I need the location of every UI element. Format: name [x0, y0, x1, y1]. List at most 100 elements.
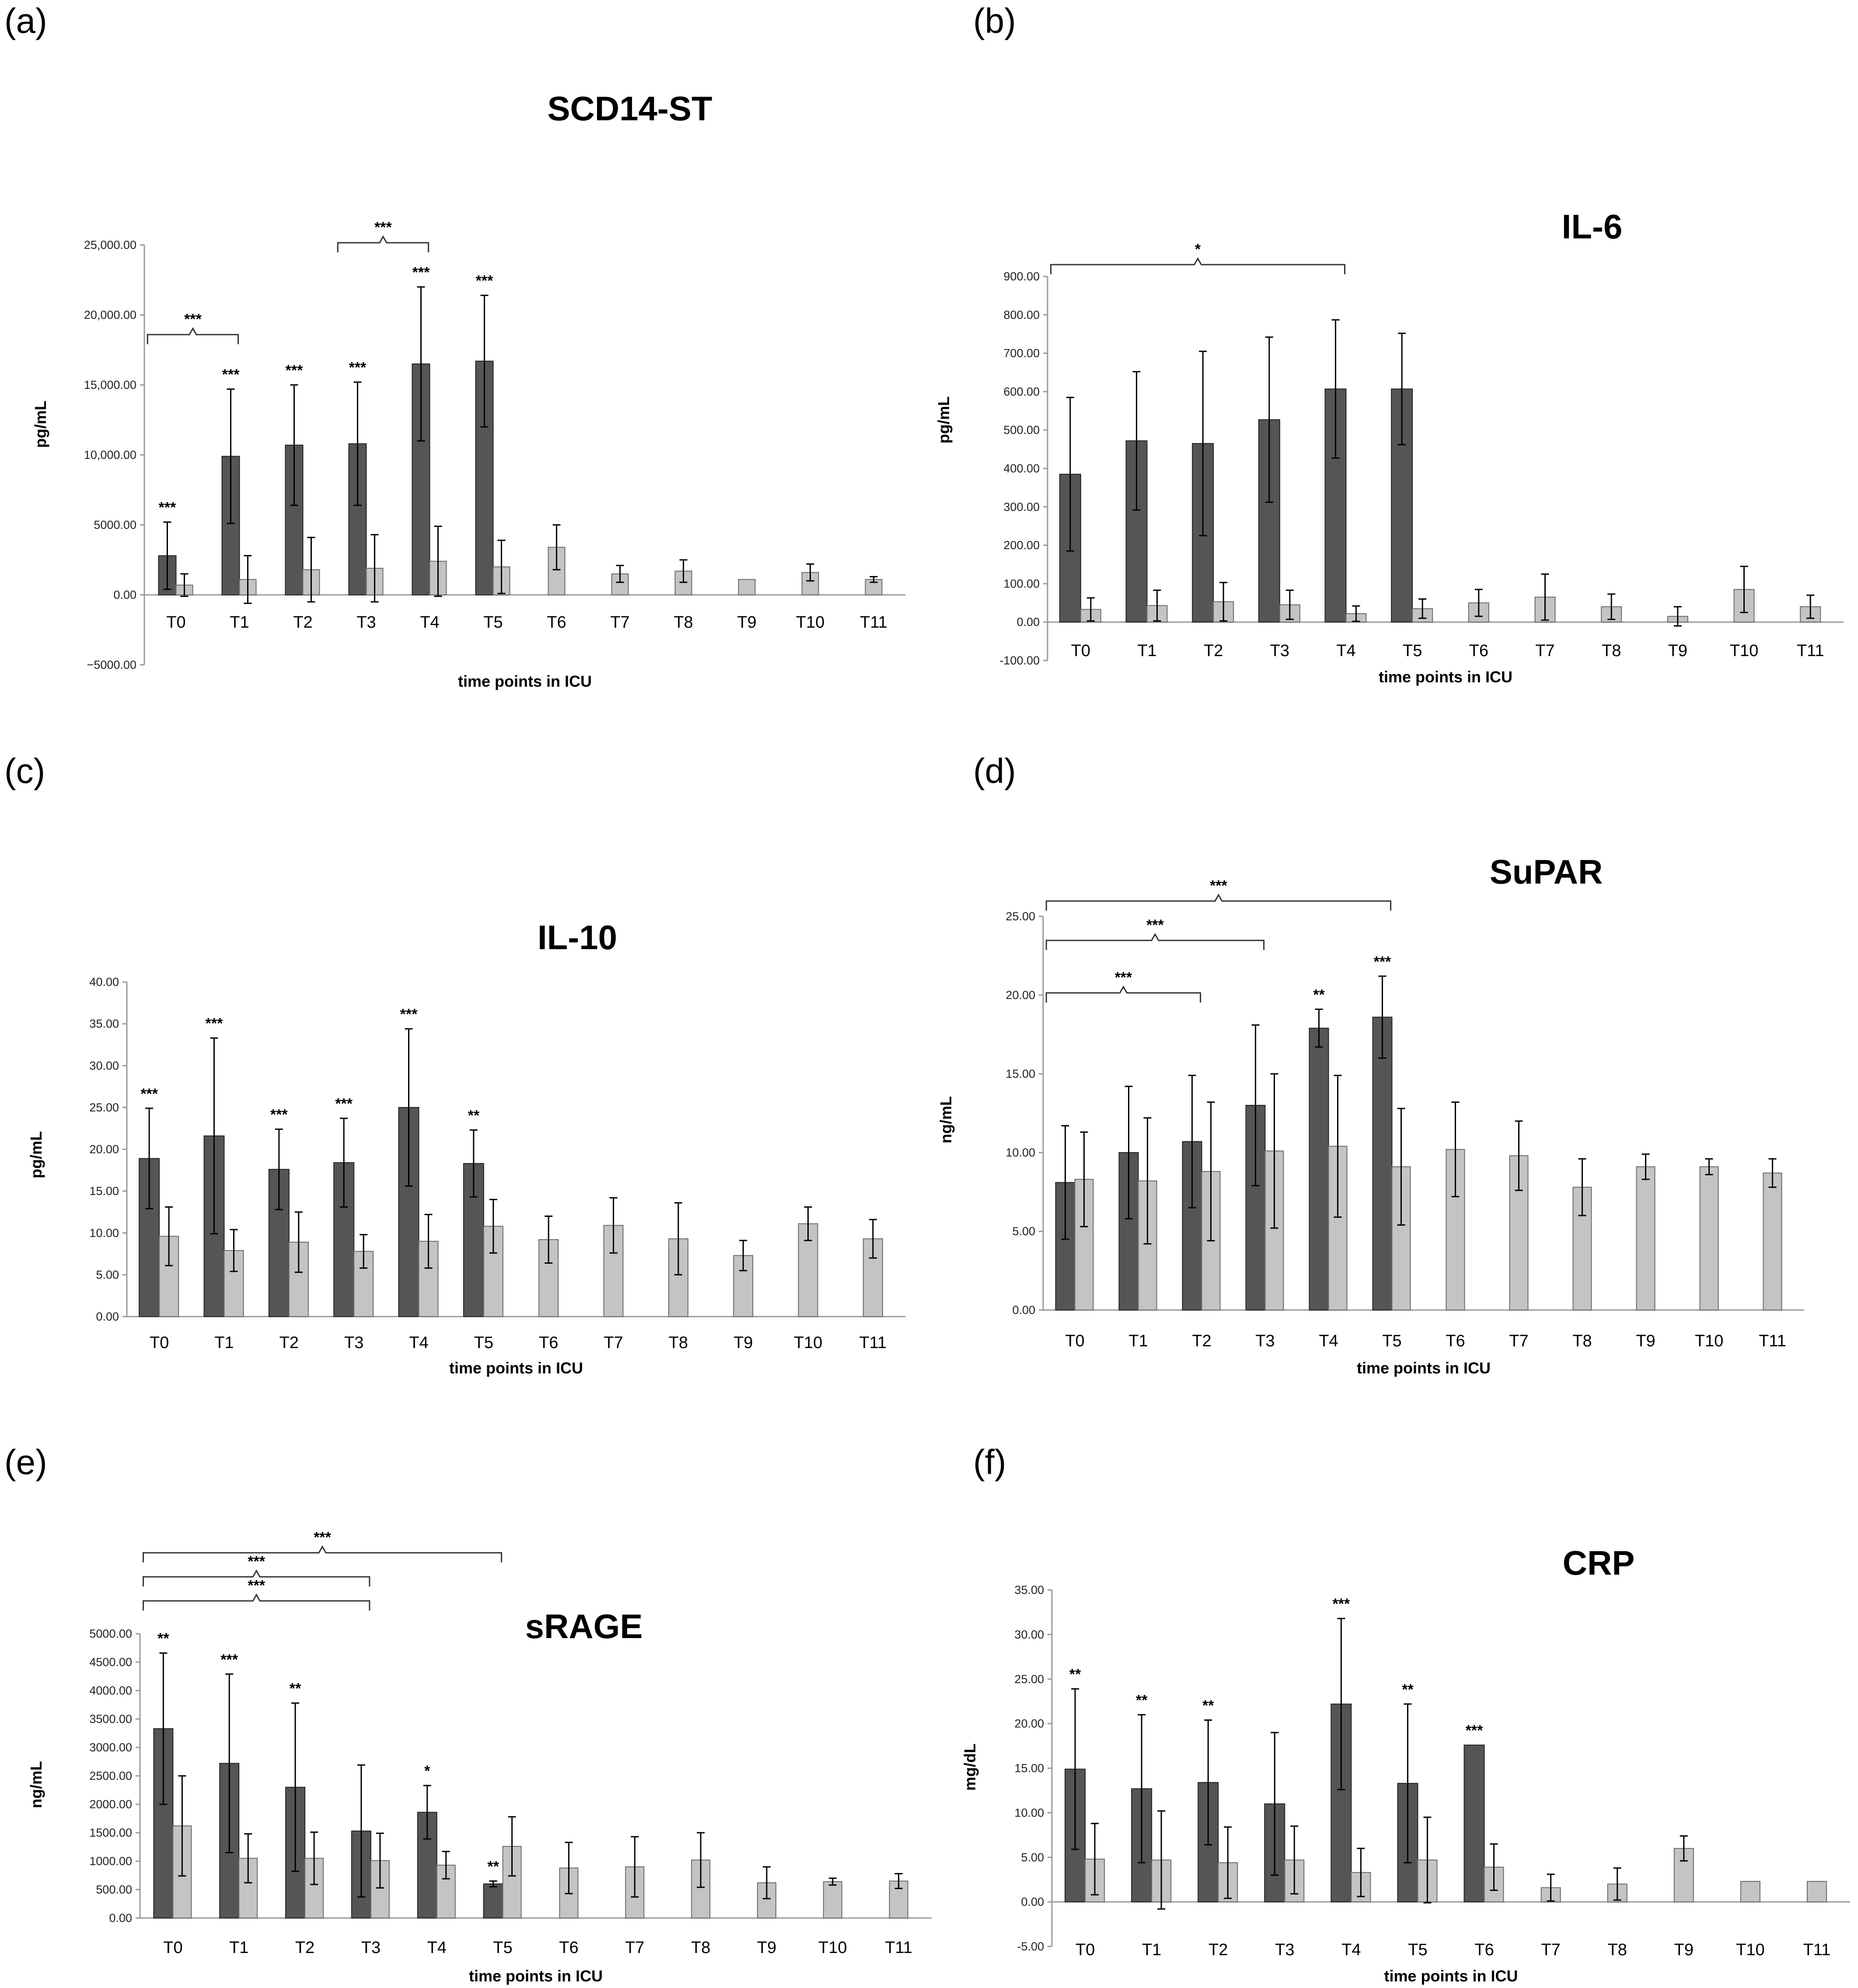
x-tick-label: T0 — [1076, 1941, 1095, 1959]
x-axis-label: time points in ICU — [449, 1359, 583, 1377]
y-tick-label: 500.00 — [96, 1883, 132, 1896]
chart-title: IL-6 — [1562, 207, 1623, 246]
y-axis-label: pg/mL — [31, 401, 49, 448]
y-tick-label: 15.00 — [89, 1184, 119, 1198]
bar-dark — [139, 1158, 160, 1317]
significance-bracket — [147, 327, 239, 344]
x-tick-label: T2 — [293, 613, 312, 632]
y-axis-label: ng/mL — [27, 1761, 45, 1808]
x-tick-label: T9 — [1668, 642, 1687, 660]
significance-marker: ** — [290, 1681, 301, 1697]
bar-light — [1699, 1166, 1719, 1310]
y-tick-label: 15.00 — [1006, 1067, 1035, 1080]
x-tick-label: T6 — [559, 1939, 578, 1957]
y-tick-label: 5.00 — [1021, 1851, 1044, 1864]
panel-label: (c) — [4, 751, 45, 790]
y-tick-label: 3500.00 — [89, 1712, 132, 1726]
y-tick-label: 2000.00 — [89, 1798, 132, 1811]
x-tick-label: T1 — [229, 1939, 248, 1957]
significance-marker: ** — [1069, 1666, 1081, 1683]
significance-marker: *** — [412, 264, 430, 281]
y-tick-label: 700.00 — [1003, 347, 1040, 360]
y-tick-label: -5.00 — [1017, 1940, 1044, 1953]
bracket-significance-label: *** — [1210, 877, 1227, 894]
y-tick-label: 25,000.00 — [84, 238, 136, 252]
significance-marker: *** — [220, 1651, 238, 1668]
y-tick-label: 15,000.00 — [84, 378, 136, 391]
y-tick-label: 5000.00 — [89, 1627, 132, 1640]
significance-marker: *** — [140, 1086, 158, 1102]
x-tick-label: T6 — [539, 1334, 558, 1352]
y-tick-label: 500.00 — [1003, 423, 1040, 437]
chart-panel-a: (a) SCD14-ST −5000.00 0.00 5000.00 10,000.00 1… — [4, 1, 905, 690]
significance-marker: *** — [159, 500, 176, 516]
significance-bracket — [1050, 257, 1345, 274]
y-axis-label: mg/dL — [961, 1743, 979, 1791]
significance-marker: *** — [1466, 1722, 1483, 1739]
x-tick-label: T7 — [1541, 1941, 1560, 1959]
x-tick-label: T10 — [1730, 642, 1758, 660]
x-tick-label: T0 — [1065, 1332, 1084, 1350]
x-tick-label: T4 — [1319, 1332, 1338, 1350]
significance-marker: *** — [222, 367, 240, 383]
y-tick-label: 5.00 — [96, 1268, 119, 1281]
x-tick-label: T11 — [1759, 1332, 1786, 1350]
x-tick-label: T0 — [1071, 642, 1090, 660]
bracket-significance-label: *** — [184, 311, 202, 328]
x-tick-label: T9 — [1674, 1941, 1694, 1959]
y-tick-label: 4000.00 — [89, 1684, 132, 1697]
x-tick-label: T6 — [1469, 642, 1488, 660]
y-tick-label: 20,000.00 — [84, 308, 136, 321]
bracket-significance-label: *** — [314, 1529, 331, 1546]
x-tick-label: T8 — [669, 1334, 688, 1352]
y-tick-label: 600.00 — [1003, 385, 1040, 398]
chart-title: SuPAR — [1490, 852, 1603, 891]
bar-light — [1806, 1881, 1827, 1903]
chart-panel-d: (d) SuPAR 0.00 5.00 10.00 15.00 20.00 25.00 ng/m… — [937, 751, 1804, 1377]
x-tick-label: T1 — [1128, 1332, 1148, 1350]
x-tick-label: T0 — [150, 1334, 169, 1352]
x-tick-label: T10 — [794, 1334, 822, 1352]
significance-marker: ** — [1402, 1681, 1414, 1698]
bar-dark — [1309, 1027, 1329, 1311]
x-tick-label: T8 — [1602, 642, 1621, 660]
x-tick-label: T11 — [859, 1334, 887, 1352]
x-tick-label: T9 — [733, 1334, 753, 1352]
y-tick-label: 200.00 — [1003, 539, 1040, 552]
x-tick-label: T5 — [1408, 1941, 1427, 1959]
x-tick-label: T6 — [547, 613, 566, 632]
bar-dark — [483, 1883, 503, 1918]
bracket-significance-label: *** — [248, 1577, 265, 1594]
x-tick-label: T5 — [474, 1334, 493, 1352]
y-tick-label: 25.00 — [1014, 1673, 1044, 1686]
x-tick-label: T2 — [279, 1334, 299, 1352]
x-tick-label: T3 — [344, 1334, 363, 1352]
y-tick-label: 0.00 — [109, 1911, 132, 1925]
x-tick-label: T7 — [1535, 642, 1554, 660]
x-tick-label: T2 — [1192, 1332, 1211, 1350]
y-tick-label: 35.00 — [89, 1017, 119, 1031]
y-axis-label: ng/mL — [937, 1096, 955, 1143]
x-tick-label: T9 — [737, 613, 756, 632]
x-tick-label: T5 — [1403, 642, 1422, 660]
y-tick-label: 1500.00 — [89, 1826, 132, 1839]
chart-panel-c: (c) IL-10 0.00 5.00 10.00 15.00 20.00 25.00 30.0… — [4, 751, 905, 1377]
x-tick-label: T7 — [610, 613, 629, 632]
significance-bracket — [1045, 933, 1265, 950]
y-tick-label: 25.00 — [1006, 910, 1035, 923]
panel-label: (d) — [973, 751, 1016, 790]
significance-marker: ** — [468, 1108, 480, 1124]
y-tick-label: 300.00 — [1003, 500, 1040, 514]
x-tick-label: T11 — [1803, 1941, 1831, 1959]
significance-bracket — [143, 1545, 503, 1562]
x-tick-label: T8 — [1608, 1941, 1627, 1959]
bracket-significance-label: *** — [1115, 969, 1132, 986]
significance-marker: *** — [206, 1015, 223, 1032]
x-tick-label: T8 — [1572, 1332, 1592, 1350]
y-tick-label: 10.00 — [1014, 1806, 1044, 1819]
x-tick-label: T3 — [1275, 1941, 1294, 1959]
significance-marker: * — [424, 1763, 430, 1779]
significance-marker: *** — [1333, 1596, 1350, 1612]
y-tick-label: 10.00 — [89, 1226, 119, 1240]
